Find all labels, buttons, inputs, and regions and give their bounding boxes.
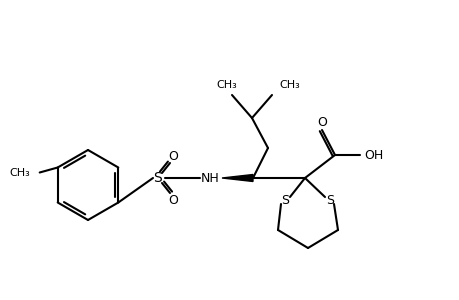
Text: NH: NH [200, 172, 219, 184]
Text: S: S [325, 194, 333, 206]
Text: CH₃: CH₃ [279, 80, 300, 90]
Polygon shape [222, 175, 252, 182]
Text: O: O [316, 116, 326, 128]
Text: O: O [168, 149, 178, 163]
Text: S: S [153, 171, 162, 185]
Text: O: O [168, 194, 178, 206]
Text: OH: OH [364, 148, 383, 161]
Text: S: S [280, 194, 288, 206]
Text: CH₃: CH₃ [9, 167, 30, 178]
Text: CH₃: CH₃ [216, 80, 237, 90]
